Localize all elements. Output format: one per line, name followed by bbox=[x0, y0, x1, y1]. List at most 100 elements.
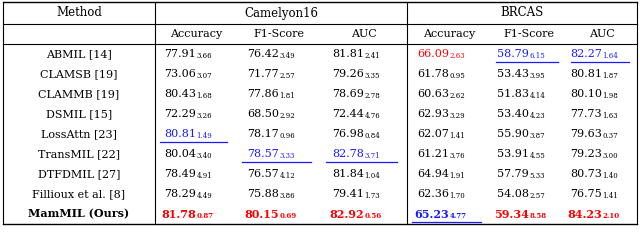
Text: 80.73: 80.73 bbox=[570, 169, 602, 179]
Text: 76.98: 76.98 bbox=[332, 129, 364, 139]
Text: 59.34: 59.34 bbox=[494, 208, 529, 220]
Text: 3.35: 3.35 bbox=[365, 72, 380, 80]
Text: 1.87: 1.87 bbox=[602, 72, 618, 80]
Text: 79.23: 79.23 bbox=[570, 149, 602, 159]
Text: 82.27: 82.27 bbox=[570, 49, 602, 59]
Text: 62.93: 62.93 bbox=[417, 109, 449, 119]
Text: 8.58: 8.58 bbox=[529, 212, 547, 220]
Text: 80.43: 80.43 bbox=[164, 89, 196, 99]
Text: 0.56: 0.56 bbox=[365, 212, 381, 220]
Text: 61.21: 61.21 bbox=[417, 149, 449, 159]
Text: Accuracy: Accuracy bbox=[170, 29, 222, 39]
Text: 3.29: 3.29 bbox=[449, 112, 465, 120]
Text: 3.40: 3.40 bbox=[196, 152, 212, 160]
Text: AUC: AUC bbox=[351, 29, 377, 39]
Text: 3.87: 3.87 bbox=[529, 132, 545, 140]
Text: 54.08: 54.08 bbox=[497, 189, 529, 199]
Text: 72.44: 72.44 bbox=[332, 109, 364, 119]
Text: MamMIL (Ours): MamMIL (Ours) bbox=[28, 208, 129, 220]
Text: 82.92: 82.92 bbox=[330, 208, 364, 220]
Text: 1.91: 1.91 bbox=[449, 172, 465, 180]
Text: 1.64: 1.64 bbox=[602, 52, 618, 60]
Text: 3.07: 3.07 bbox=[196, 72, 212, 80]
Text: Method: Method bbox=[56, 7, 102, 20]
Text: 80.81: 80.81 bbox=[570, 69, 602, 79]
Text: 78.49: 78.49 bbox=[164, 169, 196, 179]
Text: TransMIL [22]: TransMIL [22] bbox=[38, 149, 120, 159]
Text: Camelyon16: Camelyon16 bbox=[244, 7, 318, 20]
Text: 76.42: 76.42 bbox=[247, 49, 279, 59]
Text: 0.84: 0.84 bbox=[365, 132, 380, 140]
Text: 58.79: 58.79 bbox=[497, 49, 529, 59]
Text: 76.75: 76.75 bbox=[570, 189, 602, 199]
Text: 81.78: 81.78 bbox=[161, 208, 196, 220]
Text: 1.41: 1.41 bbox=[602, 192, 618, 200]
Text: 0.96: 0.96 bbox=[280, 132, 295, 140]
Text: 0.95: 0.95 bbox=[449, 72, 465, 80]
Text: F1-Score: F1-Score bbox=[253, 29, 305, 39]
Text: 81.81: 81.81 bbox=[332, 49, 364, 59]
Text: 78.69: 78.69 bbox=[332, 89, 364, 99]
Text: 55.90: 55.90 bbox=[497, 129, 529, 139]
Text: AUC: AUC bbox=[589, 29, 615, 39]
Text: 75.88: 75.88 bbox=[247, 189, 279, 199]
Text: 5.33: 5.33 bbox=[529, 172, 545, 180]
Text: 3.26: 3.26 bbox=[196, 112, 212, 120]
Text: 60.63: 60.63 bbox=[417, 89, 449, 99]
Text: 78.17: 78.17 bbox=[247, 129, 279, 139]
Text: 3.00: 3.00 bbox=[602, 152, 618, 160]
Text: 1.41: 1.41 bbox=[449, 132, 465, 140]
Text: 79.41: 79.41 bbox=[332, 189, 364, 199]
Text: 2.57: 2.57 bbox=[529, 192, 545, 200]
Text: 3.66: 3.66 bbox=[196, 52, 212, 60]
Text: 72.29: 72.29 bbox=[164, 109, 196, 119]
Text: 1.63: 1.63 bbox=[602, 112, 618, 120]
Text: 1.68: 1.68 bbox=[196, 92, 212, 100]
Text: 71.77: 71.77 bbox=[248, 69, 279, 79]
Text: 68.50: 68.50 bbox=[247, 109, 279, 119]
Text: 62.07: 62.07 bbox=[417, 129, 449, 139]
Text: BRCAS: BRCAS bbox=[500, 7, 543, 20]
Text: 62.36: 62.36 bbox=[417, 189, 449, 199]
Text: 51.83: 51.83 bbox=[497, 89, 529, 99]
Text: 61.78: 61.78 bbox=[417, 69, 449, 79]
Text: 1.40: 1.40 bbox=[602, 172, 618, 180]
Text: 1.81: 1.81 bbox=[280, 92, 295, 100]
Text: 80.81: 80.81 bbox=[164, 129, 196, 139]
Text: F1-Score: F1-Score bbox=[504, 29, 554, 39]
Text: DTFDMIL [27]: DTFDMIL [27] bbox=[38, 169, 120, 179]
Text: 2.57: 2.57 bbox=[280, 72, 295, 80]
Text: 76.57: 76.57 bbox=[247, 169, 279, 179]
Text: 2.10: 2.10 bbox=[602, 212, 620, 220]
Text: 4.55: 4.55 bbox=[529, 152, 545, 160]
Text: 3.49: 3.49 bbox=[280, 52, 295, 60]
Text: 3.33: 3.33 bbox=[280, 152, 295, 160]
Text: 79.63: 79.63 bbox=[570, 129, 602, 139]
Text: DSMIL [15]: DSMIL [15] bbox=[46, 109, 112, 119]
Text: 80.15: 80.15 bbox=[244, 208, 279, 220]
Text: 65.23: 65.23 bbox=[414, 208, 449, 220]
Text: 2.78: 2.78 bbox=[365, 92, 380, 100]
Text: CLAMMB [19]: CLAMMB [19] bbox=[38, 89, 120, 99]
Text: 2.62: 2.62 bbox=[449, 92, 465, 100]
Text: 57.79: 57.79 bbox=[497, 169, 529, 179]
Text: 3.95: 3.95 bbox=[529, 72, 545, 80]
Text: 1.98: 1.98 bbox=[602, 92, 618, 100]
Text: 1.73: 1.73 bbox=[365, 192, 380, 200]
Text: Fillioux et al. [8]: Fillioux et al. [8] bbox=[33, 189, 125, 199]
Text: 4.12: 4.12 bbox=[280, 172, 295, 180]
Text: 66.09: 66.09 bbox=[417, 49, 449, 59]
Text: 3.71: 3.71 bbox=[365, 152, 380, 160]
Text: 81.84: 81.84 bbox=[332, 169, 364, 179]
Text: 6.15: 6.15 bbox=[529, 52, 545, 60]
Text: 82.78: 82.78 bbox=[332, 149, 364, 159]
Text: CLAMSB [19]: CLAMSB [19] bbox=[40, 69, 118, 79]
Text: 64.94: 64.94 bbox=[417, 169, 449, 179]
Text: 0.69: 0.69 bbox=[280, 212, 297, 220]
Text: 77.86: 77.86 bbox=[247, 89, 279, 99]
Text: 78.57: 78.57 bbox=[247, 149, 279, 159]
Text: 4.77: 4.77 bbox=[449, 212, 467, 220]
Text: 0.37: 0.37 bbox=[602, 132, 618, 140]
Text: 79.26: 79.26 bbox=[332, 69, 364, 79]
Text: 78.29: 78.29 bbox=[164, 189, 196, 199]
